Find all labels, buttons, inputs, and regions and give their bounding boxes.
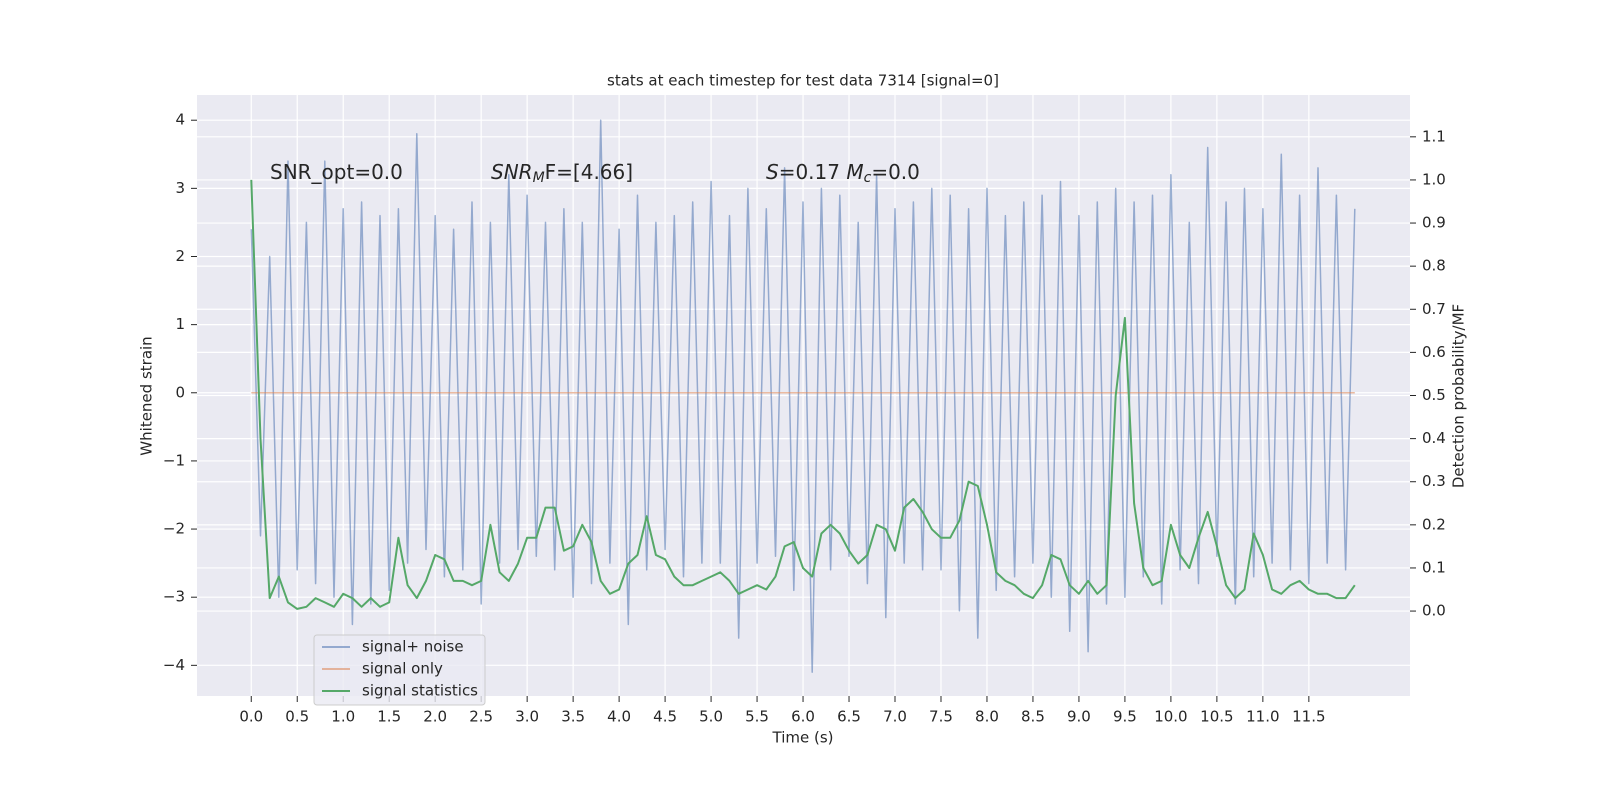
x-tick-label: 9.5 xyxy=(1113,708,1137,726)
y2-tick-label: 1.1 xyxy=(1422,127,1446,145)
annotation-part: M xyxy=(533,170,545,186)
y2-tick-label: 0.7 xyxy=(1422,300,1446,318)
x-tick-label: 1.5 xyxy=(377,708,401,726)
legend: signal+ noise signal only signal statistic… xyxy=(313,634,486,706)
series-line xyxy=(250,179,1356,610)
x-tick-label: 8.5 xyxy=(1021,708,1045,726)
series-line xyxy=(250,119,1356,673)
y2-axis-label: Detection probability/MF xyxy=(1450,304,1468,488)
y2-tick-label: 0.3 xyxy=(1422,472,1446,490)
x-tick-label: 4.0 xyxy=(607,708,631,726)
annotation: SNR_opt=0.0 xyxy=(270,160,403,184)
x-tick-label: 6.0 xyxy=(791,708,815,726)
legend-label: signal statistics xyxy=(362,682,478,700)
y2-tick-label: 0.6 xyxy=(1422,343,1446,361)
x-tick-label: 7.5 xyxy=(929,708,953,726)
x-tick-label: 10.0 xyxy=(1154,708,1187,726)
annotation-part: SNR xyxy=(491,160,533,184)
x-tick-label: 11.0 xyxy=(1246,708,1279,726)
x-tick-label: 5.5 xyxy=(745,708,769,726)
x-tick-label: 2.0 xyxy=(423,708,447,726)
x-tick-label: 0.5 xyxy=(285,708,309,726)
x-tick-label: 9.0 xyxy=(1067,708,1091,726)
x-tick-label: 7.0 xyxy=(883,708,907,726)
chart-title: stats at each timestep for test data 731… xyxy=(607,72,999,90)
x-axis-label: Time (s) xyxy=(772,729,834,747)
x-tick-label: 0.0 xyxy=(239,708,263,726)
y-tick-label: 2 xyxy=(175,247,185,265)
y-tick-label: 4 xyxy=(175,111,185,129)
annotation-part: c xyxy=(864,170,872,186)
y2-tick-label: 1.0 xyxy=(1422,170,1446,188)
annotation-part: SNR_opt=0.0 xyxy=(270,160,403,184)
annotation-part: F=[4.66] xyxy=(545,160,633,184)
x-tick-label: 10.5 xyxy=(1200,708,1233,726)
y-tick-label: 3 xyxy=(175,179,185,197)
y2-tick-label: 0.1 xyxy=(1422,558,1446,576)
x-tick-label: 1.0 xyxy=(331,708,355,726)
annotation-part: =0.0 xyxy=(871,160,920,184)
x-tick-label: 11.5 xyxy=(1292,708,1325,726)
annotation: SNRMF=[4.66] xyxy=(491,160,633,187)
x-tick-label: 5.0 xyxy=(699,708,723,726)
y-tick-label: 1 xyxy=(175,315,185,333)
annotation-part: =0.17 xyxy=(779,160,847,184)
legend-box xyxy=(313,634,486,706)
x-tick-label: 3.5 xyxy=(561,708,585,726)
x-tick-label: 8.0 xyxy=(975,708,999,726)
y-tick-label: 0 xyxy=(175,383,185,401)
x-tick-label: 4.5 xyxy=(653,708,677,726)
annotation-part: S xyxy=(766,160,779,184)
y-axis-label: Whitened strain xyxy=(138,336,156,455)
annotation: S=0.17 Mc=0.0 xyxy=(766,160,920,187)
legend-label: signal only xyxy=(362,660,443,678)
y2-tick-label: 0.2 xyxy=(1422,515,1446,533)
annotation-part: M xyxy=(846,160,863,184)
y2-tick-label: 0.9 xyxy=(1422,214,1446,232)
x-tick-label: 2.5 xyxy=(469,708,493,726)
y-tick-label: −1 xyxy=(163,451,185,469)
y2-tick-label: 0.8 xyxy=(1422,257,1446,275)
x-tick-label: 3.0 xyxy=(515,708,539,726)
x-tick-label: 6.5 xyxy=(837,708,861,726)
y2-tick-label: 0.4 xyxy=(1422,429,1446,447)
y-tick-label: −3 xyxy=(163,588,185,606)
legend-label: signal+ noise xyxy=(362,638,464,656)
y2-tick-label: 0.0 xyxy=(1422,602,1446,620)
y-tick-label: −4 xyxy=(163,656,185,674)
y-tick-label: −2 xyxy=(163,520,185,538)
y2-tick-label: 0.5 xyxy=(1422,386,1446,404)
